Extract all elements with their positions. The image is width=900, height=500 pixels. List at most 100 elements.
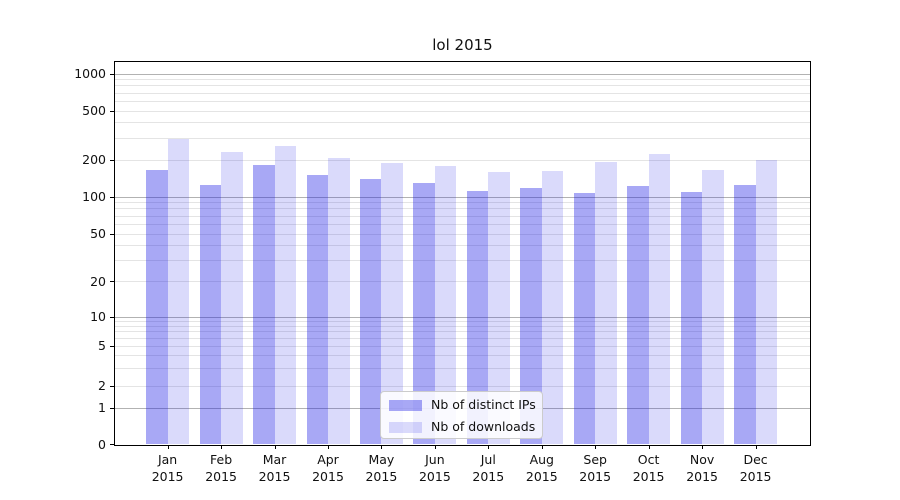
x-tick-label: May 2015 (365, 452, 398, 484)
y-gridline-minor (115, 79, 810, 81)
y-gridline-minor (115, 245, 810, 247)
legend-swatch-distinct-ips (389, 400, 422, 411)
legend-row: Nb of distinct IPs (381, 397, 542, 413)
bar-nb-of-distinct-ips-oct (627, 185, 649, 444)
bar-nb-of-distinct-ips-jul (466, 190, 489, 444)
x-tick-mark (541, 445, 543, 449)
bar-nb-of-downloads-may (381, 163, 403, 444)
x-tick-mark (702, 445, 704, 449)
bar-nb-of-downloads-aug (541, 171, 564, 444)
bar-nb-of-downloads-oct (648, 154, 671, 444)
bar-nb-of-distinct-ips-feb (199, 185, 222, 444)
bar-nb-of-distinct-ips-nov (680, 191, 703, 444)
x-tick-label: Dec 2015 (739, 452, 772, 484)
x-tick-mark (648, 445, 650, 449)
bar-nb-of-downloads-apr (328, 158, 350, 444)
legend-row: Nb of downloads (381, 419, 542, 435)
x-tick-mark (328, 445, 329, 449)
y-gridline-minor (115, 122, 810, 124)
y-gridline-minor (115, 385, 810, 387)
bar-nb-of-downloads-nov (702, 170, 724, 444)
y-tick-mark (110, 233, 115, 235)
x-tick-mark (274, 445, 276, 449)
y-tick-label: 50 (90, 226, 106, 241)
legend-label-distinct-ips: Nb of distinct IPs (431, 397, 536, 412)
y-tick-label: 10 (90, 309, 106, 324)
y-gridline-minor (115, 331, 810, 333)
y-tick-label: 2 (98, 378, 106, 393)
y-gridline-major (115, 196, 810, 198)
y-gridline-minor (115, 85, 810, 87)
y-gridline-minor (115, 110, 810, 112)
y-gridline-major (115, 73, 810, 75)
legend-swatch-downloads (389, 422, 422, 433)
x-tick-label: Mar 2015 (258, 452, 291, 484)
y-tick-label: 1 (98, 400, 106, 415)
y-tick-mark (110, 316, 115, 318)
x-tick-mark (221, 445, 223, 449)
y-tick-label: 200 (82, 152, 106, 167)
y-tick-mark (110, 407, 115, 409)
x-tick-mark (488, 445, 490, 449)
bar-nb-of-downloads-mar (274, 145, 296, 444)
y-gridline-minor (115, 337, 810, 339)
y-tick-label: 1000 (74, 66, 106, 81)
y-gridline-major (115, 316, 810, 318)
bar-nb-of-downloads-jun (434, 166, 457, 444)
bar-nb-of-downloads-jul (488, 172, 510, 444)
bar-nb-of-distinct-ips-sep (573, 192, 596, 444)
y-tick-mark (110, 196, 115, 198)
bar-nb-of-distinct-ips-jun (413, 183, 435, 444)
x-tick-mark (434, 445, 436, 449)
y-gridline-minor (115, 320, 810, 322)
y-gridline-minor (115, 325, 810, 327)
x-tick-label: Apr 2015 (312, 452, 344, 484)
y-gridline-minor (115, 92, 810, 94)
x-tick-label: Sep 2015 (579, 452, 612, 484)
y-tick-label: 500 (82, 103, 106, 118)
x-tick-label: Jun 2015 (418, 452, 451, 484)
chart-title: lol 2015 (432, 36, 493, 54)
y-tick-mark (110, 385, 115, 387)
bar-nb-of-distinct-ips-mar (253, 164, 275, 444)
y-tick-label: 100 (82, 189, 106, 204)
bar-nb-of-downloads-dec (755, 160, 778, 444)
y-gridline-minor (115, 202, 810, 204)
x-tick-label: Nov 2015 (686, 452, 718, 484)
bar-nb-of-distinct-ips-dec (734, 184, 756, 444)
x-tick-label: Jan 2015 (151, 452, 184, 484)
x-tick-label: Jul 2015 (472, 452, 505, 484)
y-gridline-minor (115, 233, 810, 235)
y-tick-label: 20 (90, 273, 106, 289)
x-tick-label: Oct 2015 (632, 452, 665, 484)
x-tick-mark (595, 445, 597, 449)
y-tick-mark (110, 444, 115, 445)
bar-nb-of-downloads-feb (221, 152, 243, 444)
bar-nb-of-distinct-ips-apr (306, 174, 328, 444)
y-gridline-minor (115, 367, 810, 369)
y-gridline-minor (115, 281, 810, 282)
y-gridline-minor (115, 223, 810, 225)
bar-nb-of-downloads-sep (595, 162, 617, 444)
x-tick-label: Feb 2015 (205, 452, 237, 484)
x-tick-mark (755, 445, 757, 449)
y-tick-mark (110, 110, 115, 112)
y-tick-label: 5 (98, 338, 106, 353)
bar-nb-of-distinct-ips-jan (146, 169, 168, 444)
x-tick-mark (167, 445, 169, 449)
bar-nb-of-distinct-ips-aug (520, 187, 542, 444)
y-tick-mark (110, 281, 115, 282)
y-tick-mark (110, 73, 115, 75)
x-tick-label: Aug 2015 (525, 452, 558, 484)
y-gridline-minor (115, 355, 810, 357)
bar-nb-of-distinct-ips-may (359, 178, 382, 444)
y-gridline-minor (115, 100, 810, 102)
x-tick-mark (381, 445, 383, 449)
legend: Nb of distinct IPs Nb of downloads (380, 391, 543, 439)
y-gridline-minor (115, 208, 810, 210)
legend-label-downloads: Nb of downloads (431, 419, 536, 434)
y-gridline-minor (115, 159, 810, 161)
